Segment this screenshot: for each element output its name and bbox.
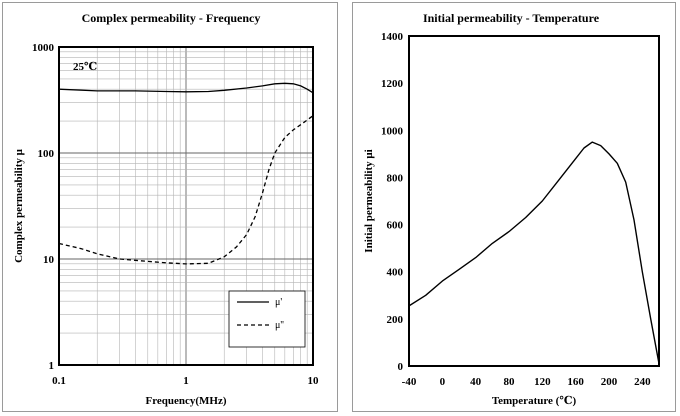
chart-title: Complex permeability - Frequency bbox=[82, 11, 261, 25]
x-tick-label: 1 bbox=[183, 375, 189, 387]
y-tick-label: 10 bbox=[43, 254, 55, 266]
x-axis-label: Frequency(MHz) bbox=[145, 395, 226, 407]
x-axis-label: Temperature (℃) bbox=[492, 395, 577, 407]
series-line-initial-permeability bbox=[408, 141, 660, 364]
series-line-mu-double-prime bbox=[58, 115, 314, 265]
y-tick-label: 200 bbox=[387, 314, 404, 326]
y-axis-label: Complex permeability μ bbox=[13, 148, 25, 263]
y-tick-label: 100 bbox=[38, 148, 55, 160]
x-tick-label: 240 bbox=[634, 376, 651, 388]
x-tick-label: 10 bbox=[308, 375, 320, 387]
y-tick-label: 1000 bbox=[32, 42, 55, 54]
chart-panel-temperature: Initial permeability - Temperature -40 0 4… bbox=[352, 2, 676, 412]
temperature-annotation: 25℃ bbox=[73, 61, 97, 73]
x-tick-label: 160 bbox=[567, 376, 584, 388]
y-tick-label: 1200 bbox=[381, 78, 404, 90]
y-tick-label: 1000 bbox=[381, 125, 404, 137]
plot-frame bbox=[408, 35, 660, 367]
legend-label-mu-prime: μ' bbox=[275, 297, 282, 308]
chart-frequency: Complex permeability - Frequency 0.1 1 10 1… bbox=[13, 11, 319, 407]
y-tick-label: 400 bbox=[387, 267, 404, 279]
legend-label-mu-double-prime: μ'' bbox=[275, 320, 284, 331]
tick-labels: 0.1 1 10 1 10 100 1000 bbox=[32, 42, 319, 387]
tick-labels: -40 0 40 80 120 160 200 240 0 200 400 600 800 1000 120… bbox=[381, 31, 651, 388]
x-tick-label: 200 bbox=[601, 376, 618, 388]
x-tick-label: -40 bbox=[402, 376, 417, 388]
chart-panel-frequency: Complex permeability - Frequency 0.1 1 10 1… bbox=[2, 2, 338, 412]
y-axis-label: Initial permeability μi bbox=[363, 149, 375, 252]
plot-frame bbox=[58, 46, 314, 366]
legend: μ' μ'' bbox=[228, 290, 306, 348]
series-group bbox=[408, 141, 660, 364]
y-tick-label: 1 bbox=[49, 360, 55, 372]
legend-box bbox=[228, 290, 306, 348]
x-tick-label: 0 bbox=[440, 376, 446, 388]
x-tick-label: 80 bbox=[504, 376, 516, 388]
series-group bbox=[58, 82, 314, 265]
y-tick-label: 600 bbox=[387, 220, 404, 232]
chart-title: Initial permeability - Temperature bbox=[423, 11, 600, 25]
series-line-mu-prime bbox=[58, 82, 314, 94]
y-tick-label: 0 bbox=[398, 361, 404, 373]
x-tick-label: 120 bbox=[534, 376, 551, 388]
x-tick-label: 0.1 bbox=[52, 375, 66, 387]
y-tick-label: 800 bbox=[387, 172, 404, 184]
x-tick-label: 40 bbox=[470, 376, 482, 388]
chart-temperature: Initial permeability - Temperature -40 0 4… bbox=[363, 11, 660, 407]
y-tick-label: 1400 bbox=[381, 31, 404, 43]
